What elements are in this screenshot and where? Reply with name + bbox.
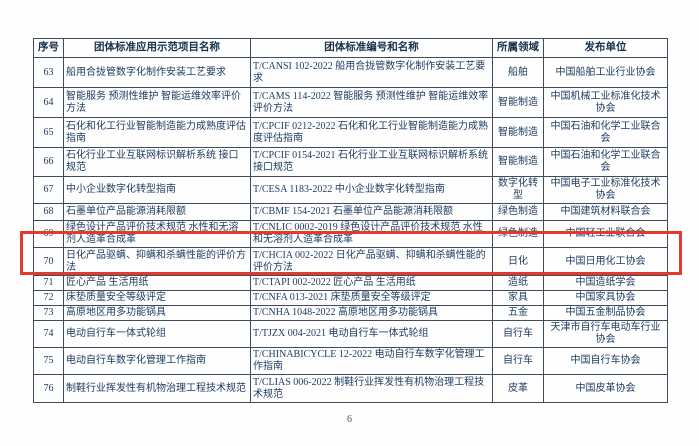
table-row: 68 石墨单位产品能源消耗限额 T/CBMF 154-2021 石墨单位产品能源消耗…: [33, 203, 668, 221]
standards-table: 序号 团体标准应用示范项目名称 团体标准编号和名称 所属领域 发布单位 63 船用…: [33, 38, 668, 403]
cell-project: 床垫质量安全等级评定: [63, 290, 251, 306]
cell-standard: T/CANSI 102-2022 船用合拢管数字化制作安装工艺要求: [250, 57, 493, 88]
cell-project: 船用合拢管数字化制作安装工艺要求: [63, 57, 251, 88]
table-row: 63 船用合拢管数字化制作安装工艺要求 T/CANSI 102-2022 船用合拢管…: [33, 57, 668, 88]
table-row: 67 中小企业数字化转型指南 T/CESA 1183-2022 中小企业数字化转型指…: [33, 176, 668, 204]
cell-project: 日化产品驱螨、抑螨和杀螨性能的评价方法: [63, 247, 251, 276]
cell-standard: T/CNHA 1048-2022 高原地区用多功能锅具: [250, 305, 493, 321]
table-row: 65 石化和化工行业智能制造能力成熟度评估指南 T/CPCIF 0212-2022 …: [33, 117, 668, 148]
cell-no: 69: [33, 220, 64, 248]
cell-publisher: 天津市自行车电动车行业协会: [543, 320, 668, 348]
table-row: 71 匠心产品 生活用纸 T/CTAPI 002-2022 匠心产品 生活用纸 造纸中…: [33, 275, 668, 291]
cell-field: 五金: [492, 305, 544, 321]
page-number: 6: [347, 414, 352, 425]
cell-field: 造纸: [492, 275, 544, 291]
table-row: 76 制鞋行业挥发性有机物治理工程技术规范 T/CLIAS 006-2022 制鞋行…: [33, 374, 668, 403]
column-header-no: 序号: [33, 38, 64, 58]
cell-publisher: 中国建筑材料联合会: [543, 203, 668, 221]
cell-publisher: 中国机械工业标准化技术协会: [543, 87, 668, 118]
cell-no: 74: [33, 320, 64, 348]
table-header-row: 序号 团体标准应用示范项目名称 团体标准编号和名称 所属领域 发布单位: [33, 38, 668, 58]
cell-no: 75: [33, 347, 64, 375]
cell-field: 船舶: [492, 57, 544, 88]
cell-no: 71: [33, 275, 64, 291]
cell-field: 皮革: [492, 374, 544, 403]
table-row: 75 电动自行车数字化管理工作指南 T/CHINABICYCLE 12-2022 电…: [33, 347, 668, 375]
cell-publisher: 中国船舶工业行业协会: [543, 57, 668, 88]
cell-publisher: 中国石油和化学工业联合会: [543, 117, 668, 148]
cell-project: 绿色设计产品评价技术规范 水性和无溶剂人造革合成革: [63, 220, 251, 248]
cell-project: 石墨单位产品能源消耗限额: [63, 203, 251, 221]
cell-project: 中小企业数字化转型指南: [63, 176, 251, 204]
cell-publisher: 中国轻工业联合会: [543, 220, 668, 248]
cell-no: 68: [33, 203, 64, 221]
table-body: 63 船用合拢管数字化制作安装工艺要求 T/CANSI 102-2022 船用合拢管…: [33, 57, 668, 403]
table-row: 74 电动自行车一体式轮组 T/TJZX 004-2021 电动自行车一体式轮组 自行…: [33, 320, 668, 348]
cell-field: 自行车: [492, 347, 544, 375]
cell-publisher: 中国电子工业标准化技术协会: [543, 176, 668, 204]
cell-no: 64: [33, 87, 64, 118]
cell-standard: T/CHCIA 002-2022 日化产品驱螨、抑螨和杀螨性能的评价方法: [250, 247, 493, 276]
cell-field: 家具: [492, 290, 544, 306]
cell-standard: T/CESA 1183-2022 中小企业数字化转型指南: [250, 176, 493, 204]
cell-no: 70: [33, 247, 64, 276]
cell-publisher: 中国自行车协会: [543, 347, 668, 375]
cell-standard: T/TJZX 004-2021 电动自行车一体式轮组: [250, 320, 493, 348]
cell-no: 63: [33, 57, 64, 88]
cell-no: 76: [33, 374, 64, 403]
cell-publisher: 中国家具协会: [543, 290, 668, 306]
table-row: 72 床垫质量安全等级评定 T/CNFA 013-2021 床垫质量安全等级评定 家具…: [33, 290, 668, 306]
cell-project: 电动自行车一体式轮组: [63, 320, 251, 348]
table-row: 70 日化产品驱螨、抑螨和杀螨性能的评价方法 T/CHCIA 002-2022 日化…: [33, 247, 668, 276]
cell-no: 73: [33, 305, 64, 321]
cell-standard: T/CAMS 114-2022 智能服务 预测性维护 智能运维效率评价方法: [250, 87, 493, 118]
column-header-project: 团体标准应用示范项目名称: [63, 38, 251, 58]
cell-standard: T/CHINABICYCLE 12-2022 电动自行车数字化管理工作指南: [250, 347, 493, 375]
cell-standard: T/CPCIF 0212-2022 石化和化工行业智能制造能力成熟度评估指南: [250, 117, 493, 148]
cell-standard: T/CNLIC 0002-2019 绿色设计产品评价技术规范 水性和无溶剂人造革…: [250, 220, 493, 248]
column-header-field: 所属领域: [492, 38, 544, 58]
cell-project: 石化行业工业互联网标识解析系统 接口规范: [63, 147, 251, 177]
cell-field: 智能制造: [492, 117, 544, 148]
cell-project: 智能服务 预测性维护 智能运维效率评价方法: [63, 87, 251, 118]
cell-standard: T/CTAPI 002-2022 匠心产品 生活用纸: [250, 275, 493, 291]
table-row: 64 智能服务 预测性维护 智能运维效率评价方法 T/CAMS 114-2022 智…: [33, 87, 668, 118]
cell-project: 电动自行车数字化管理工作指南: [63, 347, 251, 375]
cell-standard: T/CNFA 013-2021 床垫质量安全等级评定: [250, 290, 493, 306]
cell-publisher: 中国石油和化学工业联合会: [543, 147, 668, 177]
cell-project: 高原地区用多功能锅具: [63, 305, 251, 321]
table-row: 73 高原地区用多功能锅具 T/CNHA 1048-2022 高原地区用多功能锅具五…: [33, 305, 668, 321]
cell-field: 绿色制造: [492, 203, 544, 221]
cell-standard: T/CLIAS 006-2022 制鞋行业挥发性有机物治理工程技术规范: [250, 374, 493, 403]
cell-standard: T/CBMF 154-2021 石墨单位产品能源消耗限额: [250, 203, 493, 221]
cell-field: 自行车: [492, 320, 544, 348]
cell-no: 72: [33, 290, 64, 306]
cell-field: 智能制造: [492, 147, 544, 177]
cell-project: 石化和化工行业智能制造能力成熟度评估指南: [63, 117, 251, 148]
cell-field: 智能制造: [492, 87, 544, 118]
cell-field: 数字化转型: [492, 176, 544, 204]
cell-field: 日化: [492, 247, 544, 276]
cell-project: 制鞋行业挥发性有机物治理工程技术规范: [63, 374, 251, 403]
cell-publisher: 中国五金制品协会: [543, 305, 668, 321]
cell-no: 67: [33, 176, 64, 204]
cell-standard: T/CPCIF 0154-2021 石化行业工业互联网标识解析系统 接口规范: [250, 147, 493, 177]
cell-publisher: 中国日用化工协会: [543, 247, 668, 276]
cell-publisher: 中国皮革协会: [543, 374, 668, 403]
cell-field: 绿色制造: [492, 220, 544, 248]
cell-project: 匠心产品 生活用纸: [63, 275, 251, 291]
cell-publisher: 中国造纸学会: [543, 275, 668, 291]
column-header-publisher: 发布单位: [543, 38, 668, 58]
table-row: 66 石化行业工业互联网标识解析系统 接口规范 T/CPCIF 0154-2021 …: [33, 147, 668, 177]
column-header-standard: 团体标准编号和名称: [250, 38, 493, 58]
cell-no: 66: [33, 147, 64, 177]
cell-no: 65: [33, 117, 64, 148]
table-row: 69 绿色设计产品评价技术规范 水性和无溶剂人造革合成革 T/CNLIC 0002-…: [33, 220, 668, 248]
